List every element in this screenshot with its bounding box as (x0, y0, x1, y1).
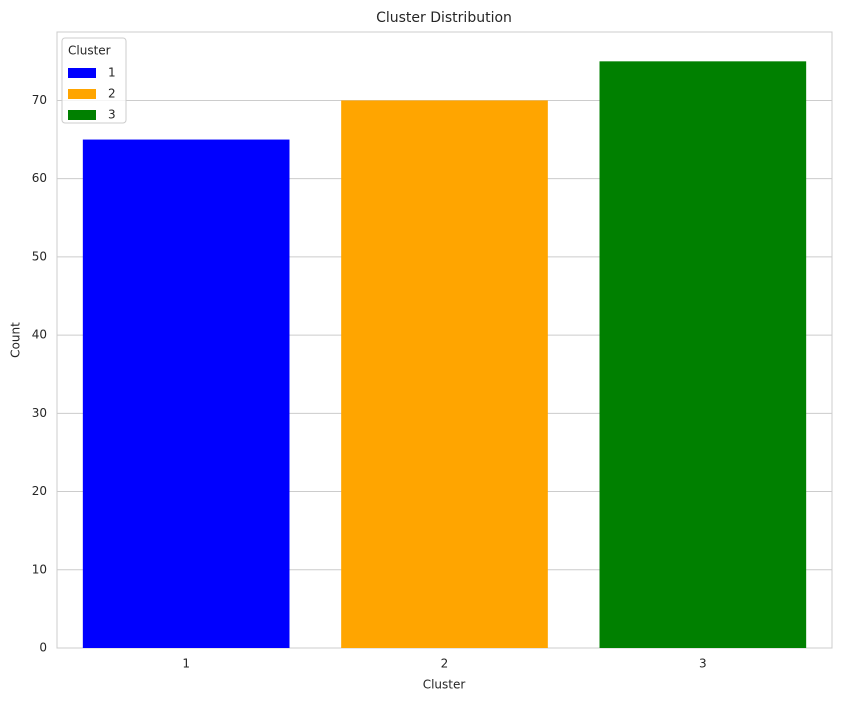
legend-title: Cluster (68, 44, 111, 58)
y-tick-label: 10 (32, 562, 47, 576)
chart-title: Cluster Distribution (376, 10, 512, 26)
legend-box (61, 37, 127, 124)
bar (82, 139, 290, 649)
y-tick-label: 40 (32, 328, 47, 342)
legend-swatch (68, 68, 96, 78)
y-tick-label: 20 (32, 484, 47, 498)
x-tick-label: 3 (699, 657, 707, 671)
legend-label: 3 (108, 108, 116, 122)
y-tick-label: 50 (32, 249, 47, 263)
bar (341, 100, 548, 648)
x-tick-label: 2 (441, 657, 449, 671)
legend-label: 2 (108, 87, 116, 101)
legend-swatch (68, 110, 96, 120)
y-tick-label: 60 (32, 171, 47, 185)
legend-swatch (68, 89, 96, 99)
bar (599, 61, 807, 649)
x-axis-label: Cluster (423, 678, 466, 692)
y-tick-label: 70 (32, 93, 47, 107)
x-tick-label: 1 (182, 657, 190, 671)
y-axis-label: Count (9, 322, 23, 358)
y-tick-label: 30 (32, 406, 47, 420)
legend-label: 1 (108, 66, 116, 80)
y-tick-label: 0 (39, 641, 47, 655)
